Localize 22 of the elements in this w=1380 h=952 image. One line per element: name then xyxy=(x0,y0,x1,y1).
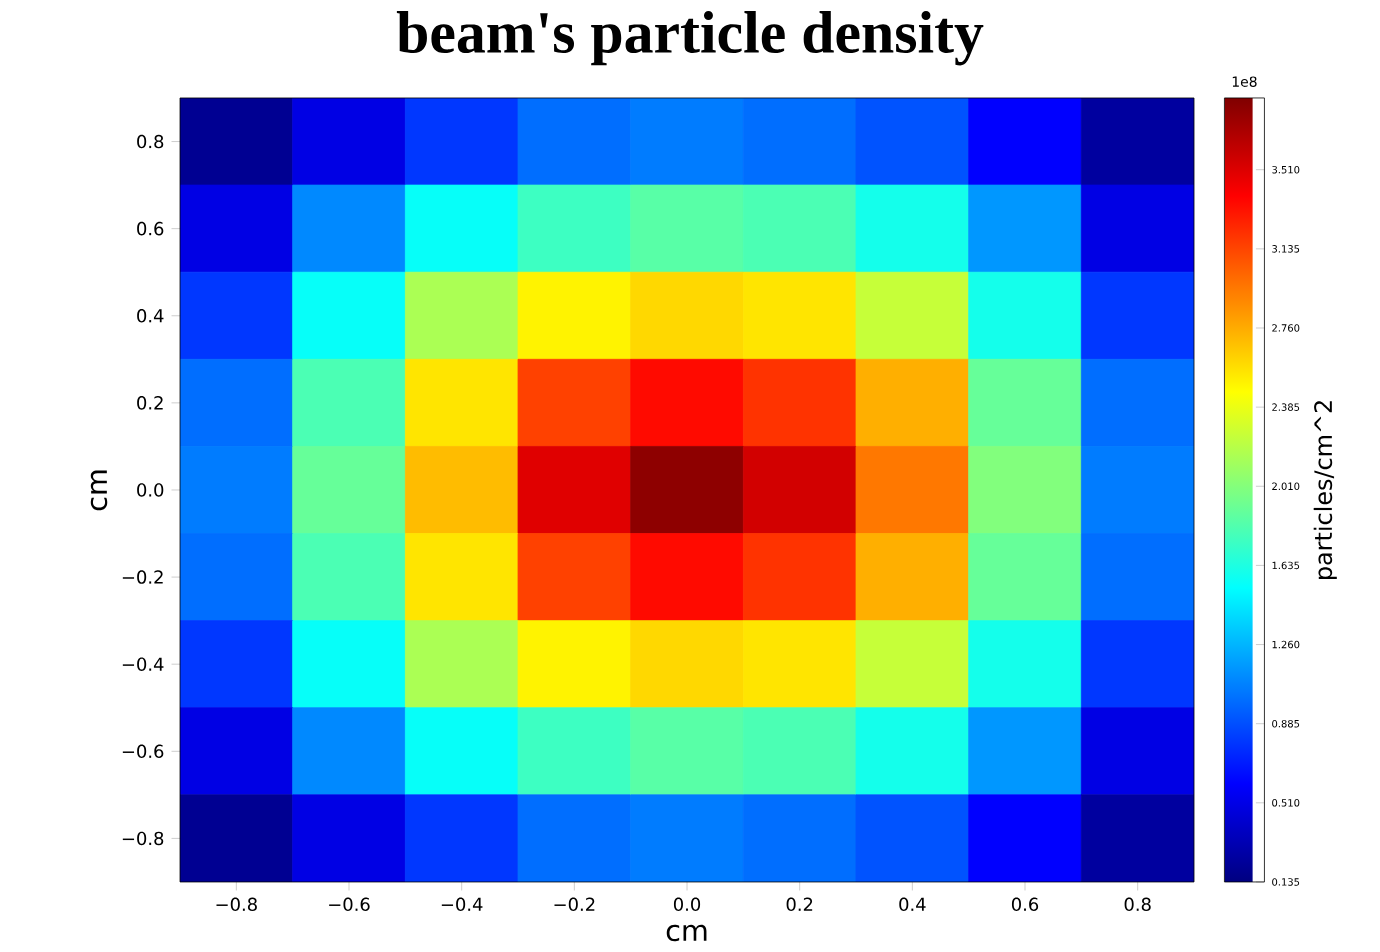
y-tick-label: −0.8 xyxy=(122,831,164,846)
y-tick-label: −0.2 xyxy=(122,570,163,584)
y-tick-label: 0.8 xyxy=(137,134,164,149)
y-tick-label: −0.6 xyxy=(122,744,164,759)
x-tick-label: −0.4 xyxy=(441,897,483,912)
x-tick-label: −0.2 xyxy=(554,897,595,912)
x-tick-label: −0.8 xyxy=(216,897,257,912)
y-tick-label: 0.4 xyxy=(137,308,164,323)
x-tick-label: 0.4 xyxy=(899,897,926,912)
x-tick-label: 0.6 xyxy=(1011,897,1039,912)
x-tick-label: 0.8 xyxy=(1124,897,1151,912)
x-tick-label: 0.0 xyxy=(673,897,701,912)
y-axis-title: cm xyxy=(90,470,108,511)
chart-title: beam's particle density xyxy=(396,11,984,66)
x-tick-label: 0.2 xyxy=(786,897,813,912)
color-bar-title: particles/cm^2 xyxy=(1313,401,1337,579)
y-tick-label: 0.6 xyxy=(137,221,164,236)
y-tick-label: 0.2 xyxy=(137,396,163,410)
y-tick-label: −0.4 xyxy=(122,657,164,671)
x-axis-title: cm xyxy=(666,924,707,942)
y-tick-label: 0.0 xyxy=(137,483,164,497)
x-tick-label: −0.6 xyxy=(329,897,370,912)
